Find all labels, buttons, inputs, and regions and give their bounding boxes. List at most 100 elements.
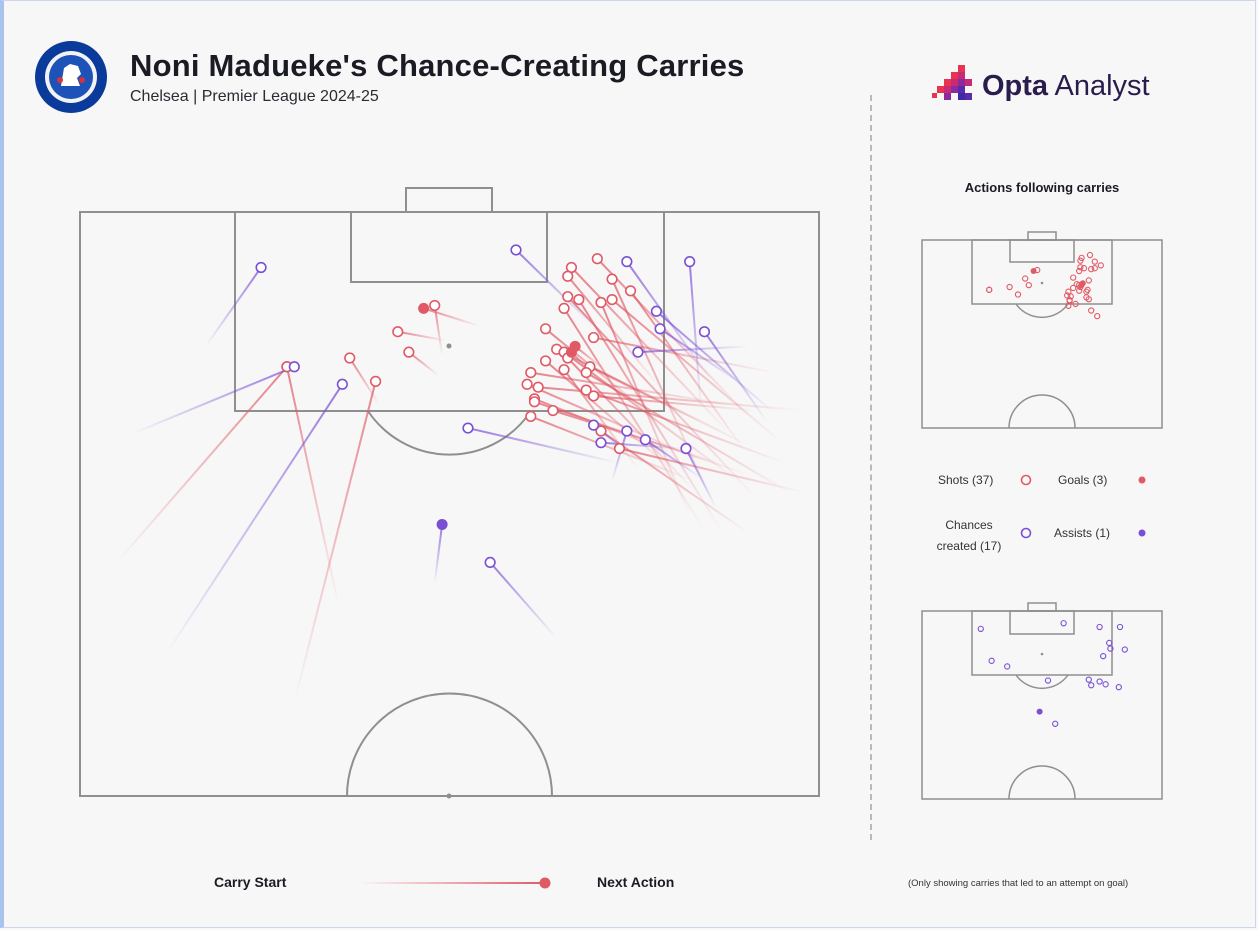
shot-mini-marker-4 — [1014, 291, 1022, 298]
chance-mini-marker-8 — [1121, 646, 1128, 653]
shots-mini-spot — [1040, 281, 1044, 285]
chance-mini-marker-16 — [1085, 676, 1092, 683]
action-markers — [255, 244, 711, 569]
shot-carry-line-4 — [293, 381, 377, 703]
shot-mini-marker-27 — [1064, 292, 1071, 299]
shot-carry-line-0 — [397, 330, 446, 342]
carry-legend-dot — [539, 877, 551, 889]
shot-mini-marker-0 — [1022, 275, 1029, 282]
chance-carry-line-2 — [164, 383, 344, 657]
chance-carry-line-3 — [515, 249, 595, 327]
chance-marker-6 — [650, 305, 663, 317]
chances-mini-markers — [977, 620, 1128, 727]
carry-start-label: Carry Start — [214, 874, 287, 890]
shot-mini-marker-18 — [1085, 277, 1092, 284]
shot-carry-line-25 — [563, 369, 639, 470]
chance-carry-line-8 — [703, 331, 769, 423]
shot-marker-0 — [392, 326, 404, 338]
chance-marker-11 — [595, 437, 607, 449]
chance-marker-2 — [336, 378, 348, 390]
chance-marker-16 — [588, 419, 600, 431]
legend-chance-marker — [1020, 527, 1032, 539]
page-title: Noni Madueke's Chance-Creating Carries — [130, 48, 745, 83]
chance-mini-marker-11 — [1088, 682, 1095, 689]
shot-marker-11 — [624, 285, 637, 297]
shot-marker-14 — [595, 296, 607, 309]
footnote: (Only showing carries that led to an att… — [908, 878, 1129, 889]
shot-mini-marker-16 — [1076, 267, 1083, 275]
shot-marker-24 — [580, 367, 592, 379]
shot-mini-marker-33 — [1072, 300, 1079, 308]
shot-marker-22 — [539, 355, 552, 367]
shot-carry-line-6 — [433, 305, 444, 356]
chance-mini-marker-6 — [1106, 639, 1113, 647]
shot-marker-34 — [525, 410, 537, 423]
shot-carry-line-11 — [629, 290, 746, 453]
shot-marker-16 — [558, 302, 570, 314]
chance-carry-line-1 — [131, 365, 295, 435]
shot-mini-marker-14 — [1088, 265, 1095, 273]
shot-mini-marker-1 — [1025, 281, 1032, 289]
chance-carry-line-12 — [644, 438, 702, 479]
shot-mini-marker-10 — [1091, 258, 1098, 265]
chance-mini-marker-9 — [1100, 652, 1107, 660]
chance-mini-marker-0 — [977, 625, 984, 633]
chance-carry-line-15 — [611, 430, 628, 481]
shot-marker-1 — [403, 346, 415, 358]
shot-mini-marker-11 — [1097, 262, 1104, 269]
chance-mini-marker-7 — [1107, 645, 1114, 652]
centre-spot — [446, 793, 452, 799]
shot-marker-8 — [591, 253, 603, 265]
shot-carry-line-24 — [585, 371, 790, 494]
shot-marker-15 — [606, 294, 618, 306]
chance-mini-marker-12 — [1102, 681, 1109, 688]
assist-mini-marker-17 — [1036, 708, 1043, 715]
chance-mini-marker-5 — [1116, 623, 1124, 631]
shot-carry-line-16 — [563, 307, 706, 531]
shot-marker-17 — [539, 323, 552, 335]
side-panel-title: Actions following carries — [964, 180, 1120, 195]
chance-carry-line-5 — [688, 261, 702, 408]
chance-mini-marker-1 — [988, 657, 995, 664]
opta-pixel-icon — [932, 65, 972, 100]
shots-mini-pitch — [921, 231, 1163, 429]
chance-marker-10 — [462, 422, 474, 434]
legend-shots-label: Shots (37) — [938, 473, 994, 487]
shot-carry-line-34 — [530, 415, 694, 482]
shot-marker-29 — [580, 384, 592, 396]
shot-mini-marker-34 — [1065, 302, 1072, 309]
chances-mini-spot — [1040, 652, 1044, 656]
shot-marker-12 — [562, 291, 574, 303]
goal-carry-line-38 — [574, 345, 606, 371]
shot-carry-line-18 — [593, 336, 775, 374]
chances-mini-pitch — [921, 602, 1163, 800]
chance-mini-marker-14 — [1052, 720, 1059, 727]
shot-marker-35 — [595, 425, 607, 437]
chance-carry-line-9 — [637, 345, 749, 354]
shot-marker-26 — [525, 367, 537, 379]
shot-marker-25 — [558, 364, 570, 376]
chance-mini-marker-3 — [1060, 620, 1067, 627]
shot-marker-28 — [532, 381, 544, 393]
chance-marker-12 — [639, 434, 651, 446]
chance-marker-14 — [484, 556, 496, 569]
shot-marker-18 — [588, 331, 600, 344]
legend-chances-label: Chances created (17) — [936, 515, 1002, 557]
legend-assist-marker — [1138, 529, 1146, 537]
chance-marker-9 — [632, 346, 644, 358]
chance-carry-line-7 — [659, 327, 739, 383]
legend-assists-label: Assists (1) — [1054, 526, 1111, 540]
shot-mini-marker-12 — [1077, 264, 1084, 271]
legend-goals-label: Goals (3) — [1058, 473, 1108, 487]
chance-mini-marker-13 — [1115, 683, 1122, 691]
chance-marker-13 — [680, 442, 692, 455]
carry-lines — [116, 249, 805, 703]
chance-carry-line-14 — [489, 561, 558, 639]
legend-chances-line1: Chances — [945, 518, 993, 532]
shot-mini-marker-35 — [1088, 307, 1095, 314]
shot-mini-marker-13 — [1080, 265, 1088, 272]
shot-carry-line-26 — [530, 371, 731, 406]
chance-carry-line-10 — [467, 427, 620, 465]
